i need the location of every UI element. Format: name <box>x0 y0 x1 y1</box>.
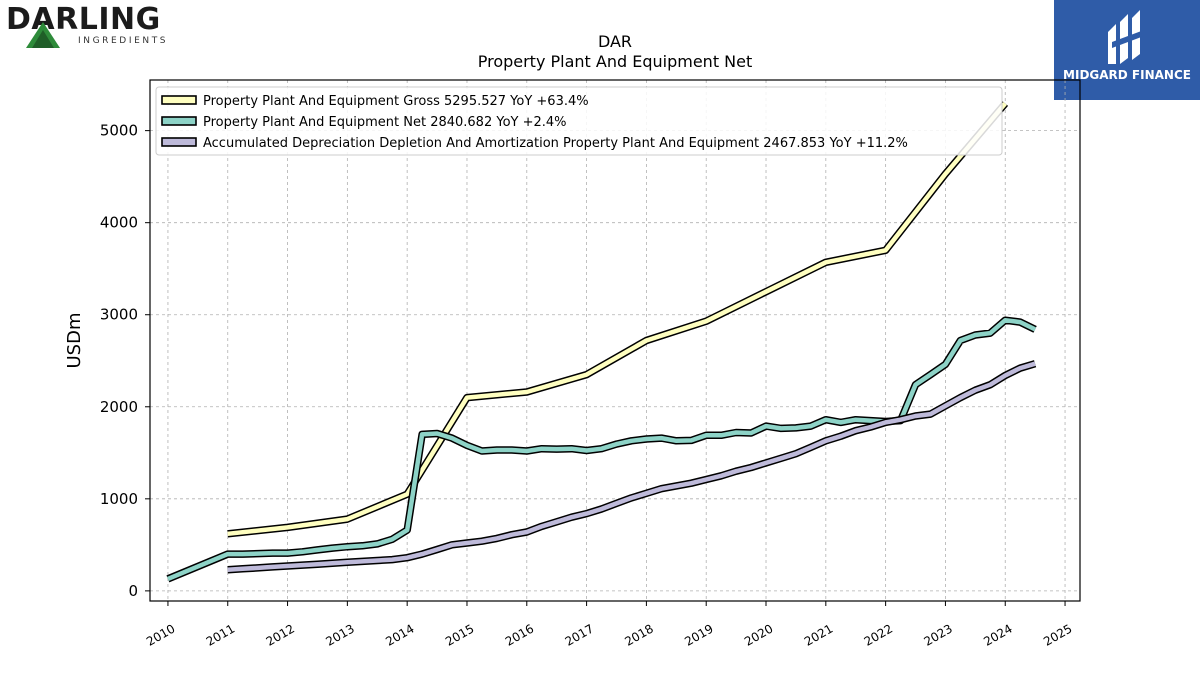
series-line-1 <box>227 102 1007 537</box>
series-line-outline-1 <box>227 101 1009 538</box>
x-tick-label: 2010 <box>144 621 177 648</box>
x-tick-label: 2021 <box>802 621 835 648</box>
series-line-2 <box>167 317 1037 581</box>
x-tick-label: 2013 <box>323 621 356 648</box>
x-tick-label: 2025 <box>1041 621 1074 648</box>
x-tick-label: 2024 <box>981 621 1014 648</box>
y-tick-label: 1000 <box>100 490 138 508</box>
y-tick-label: 5000 <box>100 122 138 140</box>
legend-label: Accumulated Depreciation Depletion And A… <box>203 136 908 151</box>
legend-swatch <box>161 95 197 105</box>
y-tick-label: 0 <box>128 582 138 600</box>
x-tick-label: 2017 <box>563 621 596 648</box>
legend-label: Property Plant And Equipment Net 2840.68… <box>203 115 567 130</box>
leaf-triangle-icon <box>26 22 60 48</box>
midgard-emblem-icon <box>1108 10 1144 64</box>
y-axis-label: USDm <box>64 313 85 369</box>
chart-subtitle: Property Plant And Equipment Net <box>477 52 753 71</box>
x-tick-label: 2012 <box>264 621 297 648</box>
logo-wordmark: DARLING <box>6 2 161 37</box>
chart-title: DAR <box>597 32 633 51</box>
logo-name: MIDGARD FINANCE <box>1063 68 1191 82</box>
x-tick-label: 2019 <box>682 621 715 648</box>
x-tick-label: 2023 <box>921 621 954 648</box>
x-tick-label: 2015 <box>443 621 476 648</box>
series-line-3 <box>227 361 1036 572</box>
darling-ingredients-logo: DARLING INGREDIENTS <box>4 2 174 50</box>
legend: Property Plant And Equipment Gross 5295.… <box>155 86 1003 156</box>
logo-subtitle: INGREDIENTS <box>78 36 169 46</box>
x-tick-label: 2018 <box>622 621 655 648</box>
legend-label: Property Plant And Equipment Gross 5295.… <box>203 94 589 109</box>
y-tick-label: 3000 <box>100 306 138 324</box>
y-tick-label: 2000 <box>100 398 138 416</box>
y-tick-label: 4000 <box>100 214 138 232</box>
midgard-finance-logo: MIDGARD FINANCE <box>1054 0 1200 100</box>
x-tick-label: 2011 <box>204 621 237 648</box>
legend-swatch <box>161 137 197 147</box>
legend-swatch <box>161 116 197 126</box>
x-tick-label: 2016 <box>503 621 536 648</box>
x-tick-label: 2014 <box>383 621 416 648</box>
plot-frame <box>149 79 1081 602</box>
legend-box <box>155 86 1003 156</box>
x-tick-label: 2022 <box>862 621 895 648</box>
x-tick-label: 2020 <box>742 621 775 648</box>
